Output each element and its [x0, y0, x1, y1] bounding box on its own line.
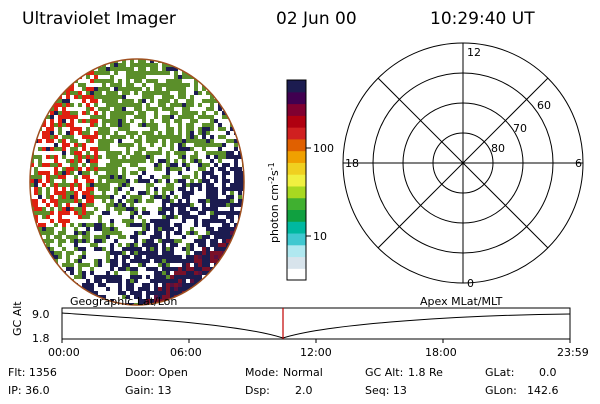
- polar-grid: 12 0 18 6 60 70 80: [342, 42, 584, 290]
- gc-alt-label: GC Alt:: [365, 366, 403, 379]
- colorbar-segment: [287, 221, 306, 234]
- colorbar-segment: [287, 80, 306, 93]
- mlat-label-60: 60: [537, 99, 551, 112]
- colorbar: 100 10 photon cm-2s-1: [267, 79, 334, 281]
- gain-value: Gain: 13: [125, 384, 172, 397]
- colorbar-segment: [287, 150, 306, 163]
- parameter-footer: Flt: 1356 Door: Open Mode: Normal GC Alt…: [8, 366, 559, 397]
- glat-value: 0.0: [539, 366, 557, 379]
- mlt-label-12: 12: [467, 46, 481, 59]
- dsp-label: Dsp:: [245, 384, 270, 397]
- dsp-value: 2.0: [295, 384, 313, 397]
- flt-value: Flt: 1356: [8, 366, 57, 379]
- date-label: 02 Jun 00: [276, 9, 357, 29]
- instrument-title: Ultraviolet Imager: [22, 9, 176, 29]
- colorbar-segment: [287, 138, 306, 152]
- auroral-image: [29, 58, 245, 306]
- colorbar-tick-label-10: 10: [313, 230, 327, 243]
- x-tick-label-1800: 18:00: [425, 346, 457, 359]
- mlat-label-70: 70: [513, 122, 527, 135]
- x-tick-label-2359: 23:59: [557, 346, 589, 359]
- mlat-label-80: 80: [491, 142, 505, 155]
- mode-label: Mode:: [245, 366, 279, 379]
- colorbar-gradient: [287, 80, 306, 281]
- mode-value: Normal: [283, 366, 323, 379]
- colorbar-segment: [287, 185, 306, 199]
- colorbar-frame: [286, 79, 307, 281]
- mlt-label-6: 6: [575, 157, 582, 170]
- image-pixels: [30, 59, 244, 305]
- colorbar-segment: [287, 256, 306, 269]
- altitude-curve: [61, 312, 571, 339]
- earth-limb: [29, 58, 245, 306]
- glon-value: 142.6: [527, 384, 559, 397]
- gc-alt-axis-label: GC Alt: [11, 301, 24, 336]
- geographic-title: Geographic Lat/Lon: [70, 295, 177, 308]
- ip-value: IP: 36.0: [8, 384, 50, 397]
- glon-label: GLon:: [485, 384, 517, 397]
- polar-diagonal-2: [377, 77, 549, 249]
- gc-alt-value: 1.8 Re: [408, 366, 443, 379]
- colorbar-segment: [287, 232, 306, 246]
- x-tick-label-0000: 00:00: [48, 346, 80, 359]
- colorbar-segment: [287, 127, 306, 140]
- colorbar-segment: [287, 91, 306, 105]
- colorbar-segment: [287, 103, 306, 116]
- apex-title: Apex MLat/MLT: [420, 295, 503, 308]
- colorbar-segment: [287, 162, 306, 175]
- y-tick-bottom: 1.8: [32, 332, 50, 345]
- timeline-frame: [61, 307, 571, 340]
- mlt-label-18: 18: [345, 157, 359, 170]
- colorbar-segment: [287, 197, 306, 211]
- glat-label: GLat:: [485, 366, 514, 379]
- mlt-label-0: 0: [467, 277, 474, 290]
- y-tick-top: 9.0: [32, 308, 50, 321]
- colorbar-segment: [287, 268, 306, 281]
- orbit-timeline: Geographic Lat/Lon Apex MLat/MLT GC Alt …: [11, 295, 589, 359]
- colorbar-tick-label-100: 100: [313, 142, 334, 155]
- x-tick-label-0600: 06:00: [170, 346, 202, 359]
- colorbar-segment: [287, 244, 306, 258]
- door-value: Door: Open: [125, 366, 188, 379]
- colorbar-segment: [287, 209, 306, 222]
- time-label: 10:29:40 UT: [430, 9, 535, 29]
- colorbar-segment: [287, 115, 306, 128]
- colorbar-segment: [287, 174, 306, 187]
- x-tick-label-1200: 12:00: [300, 346, 332, 359]
- colorbar-unit-label: photon cm-2s-1: [267, 162, 281, 243]
- seq-value: Seq: 13: [365, 384, 407, 397]
